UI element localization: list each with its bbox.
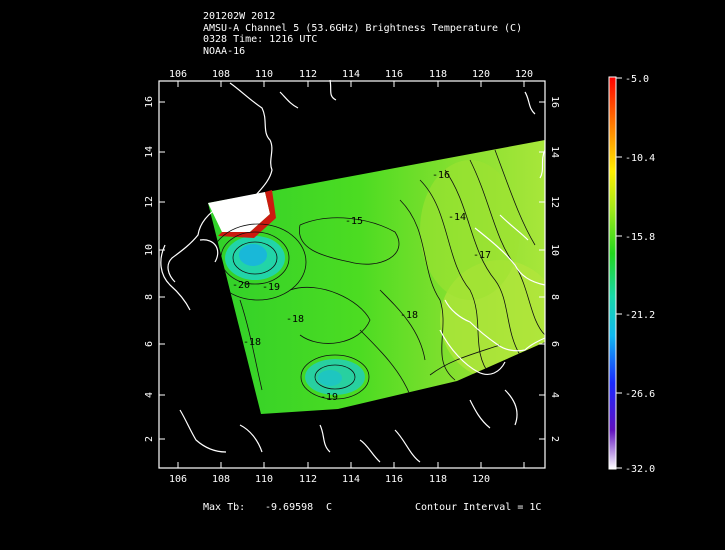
lon-label: 120 bbox=[472, 69, 490, 80]
storm-id-title: 201202W 2012 bbox=[203, 11, 276, 22]
lat-label: 2 bbox=[144, 436, 155, 442]
lon-label: 106 bbox=[169, 69, 187, 80]
colorbar-tick-label: -32.0 bbox=[625, 464, 655, 475]
lat-label: 12 bbox=[549, 196, 560, 208]
colorbar-tick-label: -21.2 bbox=[625, 310, 655, 321]
longitude-labels-bottom: 106 108 110 112 114 116 118 120 bbox=[169, 474, 490, 485]
lat-label: 12 bbox=[144, 196, 155, 208]
lon-label: 114 bbox=[342, 69, 360, 80]
lat-label: 8 bbox=[549, 294, 560, 300]
lat-label: 8 bbox=[144, 294, 155, 300]
lon-label: 118 bbox=[429, 69, 447, 80]
colorbar-tick-label: -5.0 bbox=[625, 74, 649, 85]
lon-label: 118 bbox=[429, 474, 447, 485]
contour-label: -20 bbox=[232, 280, 250, 291]
lat-label: 6 bbox=[549, 341, 560, 347]
lon-label: 116 bbox=[385, 69, 403, 80]
lon-label: 112 bbox=[299, 69, 317, 80]
lat-label: 14 bbox=[549, 146, 560, 158]
hot-spot-ring bbox=[218, 190, 276, 238]
lat-label: 14 bbox=[144, 146, 155, 158]
lat-label: 10 bbox=[549, 244, 560, 256]
contour-label: -18 bbox=[286, 314, 304, 325]
lon-label: 110 bbox=[255, 474, 273, 485]
max-tb-unit: C bbox=[326, 502, 333, 513]
lon-label: 110 bbox=[255, 69, 273, 80]
product-title: AMSU-A Channel 5 (53.6GHz) Brightness Te… bbox=[203, 22, 523, 34]
latitude-axis bbox=[159, 101, 545, 440]
lon-label: 108 bbox=[212, 69, 230, 80]
lon-label: 106 bbox=[169, 474, 187, 485]
satellite-title: NOAA-16 bbox=[203, 45, 246, 57]
lat-label: 16 bbox=[144, 96, 155, 108]
colorbar-tick-label: -26.6 bbox=[625, 389, 655, 400]
lat-label: 2 bbox=[549, 436, 560, 442]
lon-label: 120 bbox=[472, 474, 490, 485]
lat-label: 4 bbox=[144, 392, 155, 398]
contour-labels: -20 -19 -19 -18 -18 -18 -17 -16 -15 -14 bbox=[232, 170, 491, 403]
max-tb-label: Max Tb: bbox=[203, 502, 246, 513]
coastlines bbox=[160, 79, 546, 463]
max-tb-value: -9.69598 bbox=[265, 502, 314, 513]
latitude-labels-left: 2 4 6 8 10 12 14 16 bbox=[144, 96, 155, 442]
colorbar-tick-label: -10.4 bbox=[625, 153, 655, 164]
lon-label: 116 bbox=[385, 474, 403, 485]
lat-label: 6 bbox=[144, 341, 155, 347]
map-frame bbox=[158, 80, 546, 469]
lon-label: 108 bbox=[212, 474, 230, 485]
contour-label: -15 bbox=[345, 216, 363, 227]
lat-label: 16 bbox=[549, 96, 560, 108]
time-title: 0328 Time: 1216 UTC bbox=[203, 34, 318, 45]
contour-interval: Contour Interval = 1C bbox=[415, 502, 542, 513]
lat-label: 4 bbox=[549, 392, 560, 398]
contour-label: -19 bbox=[262, 282, 280, 293]
contour-label: -18 bbox=[400, 310, 418, 321]
map-title-block: 201202W 2012 AMSU-A Channel 5 (53.6GHz) B… bbox=[203, 11, 522, 57]
colorbar-scale bbox=[608, 76, 617, 470]
longitude-axis bbox=[177, 81, 525, 468]
contour-label: -19 bbox=[320, 392, 338, 403]
contour-label: -18 bbox=[243, 337, 261, 348]
colorbar: -5.0 -10.4 -15.8 -21.2 -26.6 -32.0 bbox=[608, 74, 655, 475]
colorbar-tick-label: -15.8 bbox=[625, 232, 655, 243]
temperature-contours bbox=[209, 149, 545, 400]
latitude-labels-right: 2 4 6 8 10 12 14 16 bbox=[549, 96, 560, 442]
lon-label: 112 bbox=[299, 474, 317, 485]
contour-label: -16 bbox=[432, 170, 450, 181]
longitude-labels-top: 106 108 110 112 114 116 118 120 120 bbox=[169, 69, 533, 80]
brightness-temperature-swath bbox=[208, 140, 545, 414]
contour-label: -14 bbox=[448, 212, 466, 223]
lon-label: 120 bbox=[515, 69, 533, 80]
lat-label: 10 bbox=[144, 244, 155, 256]
lon-label: 114 bbox=[342, 474, 360, 485]
contour-label: -17 bbox=[473, 250, 491, 261]
hot-spot-core bbox=[208, 192, 270, 232]
